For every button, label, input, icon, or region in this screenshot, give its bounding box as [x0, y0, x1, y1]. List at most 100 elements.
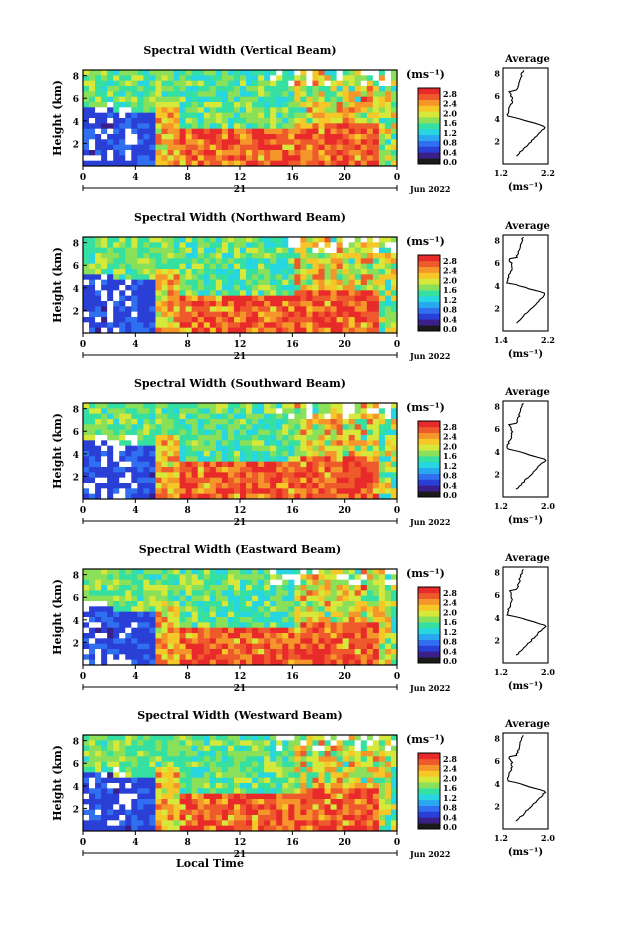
heatmap-cell	[318, 86, 325, 92]
profile-title: Average	[504, 54, 550, 65]
heatmap-cell	[167, 290, 174, 297]
heatmap-cell	[240, 767, 247, 773]
heatmap-cell	[89, 761, 96, 768]
heatmap-cell	[137, 809, 144, 816]
heatmap-cell	[191, 311, 199, 318]
heatmap-cell	[203, 435, 211, 441]
heatmap-cell	[203, 327, 211, 334]
heatmap-cell	[203, 80, 211, 87]
heatmap-cell	[149, 585, 156, 591]
heatmap-cell	[119, 649, 126, 655]
heatmap-cell	[342, 772, 350, 779]
heatmap-cell	[390, 633, 398, 639]
heatmap-cell	[215, 91, 223, 98]
heatmap-cell	[372, 237, 380, 243]
heatmap-cell	[173, 70, 181, 76]
heatmap-cell	[288, 290, 295, 297]
heatmap-cell	[354, 627, 362, 634]
heatmap-cell	[348, 606, 356, 613]
heatmap-cell	[324, 788, 331, 795]
heatmap-cell	[173, 435, 181, 441]
heatmap-cell	[137, 317, 144, 323]
heatmap-cell	[191, 247, 199, 254]
heatmap-cell	[197, 767, 205, 773]
heatmap-cell	[288, 419, 295, 425]
heatmap-cell	[306, 419, 313, 425]
heatmap-cell	[354, 761, 362, 768]
heatmap-cell	[131, 451, 138, 457]
heatmap-cell	[161, 128, 168, 135]
heatmap-cell	[101, 815, 108, 821]
heatmap-cell	[318, 493, 325, 500]
heatmap	[83, 70, 398, 167]
heatmap-cell	[312, 756, 319, 763]
heatmap-cell	[155, 242, 162, 249]
heatmap-cell	[270, 247, 277, 254]
heatmap-cell	[378, 488, 386, 495]
heatmap-cell	[390, 327, 398, 334]
heatmap-cell	[264, 91, 271, 98]
heatmap-cell	[161, 70, 168, 76]
heatmap-cell	[113, 783, 120, 789]
heatmap-cell	[233, 160, 241, 167]
heatmap-cell	[342, 735, 350, 741]
heatmap-cell	[330, 403, 338, 409]
x-tick-label: 0	[80, 506, 86, 516]
heatmap-cell	[390, 311, 398, 318]
heatmap-cell	[101, 793, 108, 800]
heatmap-cell	[83, 638, 90, 645]
heatmap-cell	[101, 322, 108, 329]
heatmap-cell	[276, 488, 283, 495]
heatmap-cell	[330, 451, 338, 457]
heatmap-cell	[83, 788, 90, 795]
heatmap-cell	[107, 435, 114, 441]
heatmap-cell	[252, 799, 259, 805]
heatmap-cell	[372, 419, 380, 425]
heatmap-cell	[360, 745, 368, 752]
heatmap-cell	[366, 295, 374, 302]
heatmap-cell	[227, 242, 235, 249]
heatmap-cell	[203, 649, 211, 655]
heatmap-cell	[149, 403, 156, 409]
heatmap-cell	[246, 311, 253, 318]
heatmap-cell	[233, 419, 241, 425]
heatmap-cell	[161, 102, 168, 108]
heatmap-cell	[179, 128, 187, 135]
heatmap-cell	[276, 440, 283, 447]
heatmap-cell	[384, 86, 392, 92]
heatmap-cell	[95, 745, 102, 752]
heatmap-cell	[264, 263, 271, 270]
heatmap-cell	[215, 617, 223, 623]
heatmap-cell	[215, 429, 223, 436]
heatmap-cell	[246, 317, 253, 323]
heatmap-cell	[324, 772, 331, 779]
heatmap-cell	[113, 96, 120, 103]
heatmap-cell	[167, 279, 174, 286]
heatmap-cell	[276, 601, 283, 607]
heatmap-cell	[95, 788, 102, 795]
heatmap-cell	[240, 756, 247, 763]
heatmap-cell	[101, 160, 108, 167]
heatmap-cell	[227, 751, 235, 757]
heatmap-cell	[336, 102, 344, 108]
heatmap-cell	[167, 322, 174, 329]
heatmap-cell	[318, 263, 325, 270]
heatmap-cell	[137, 403, 144, 409]
heatmap-cell	[294, 237, 301, 243]
heatmap-cell	[270, 295, 277, 302]
heatmap-cell	[342, 493, 350, 500]
heatmap-cell	[125, 793, 132, 800]
heatmap-cell	[354, 659, 362, 666]
heatmap-cell	[185, 429, 193, 436]
heatmap-cell	[107, 144, 114, 151]
heatmap-cell	[101, 740, 108, 747]
heatmap-cell	[252, 601, 259, 607]
heatmap-cell	[143, 102, 150, 108]
heatmap-cell	[324, 263, 331, 270]
heatmap-cell	[227, 804, 235, 811]
heatmap-cell	[264, 590, 271, 597]
heatmap-cell	[119, 269, 126, 275]
heatmap-cell	[143, 279, 150, 286]
heatmap-cell	[95, 107, 102, 114]
heatmap-cell	[203, 440, 211, 447]
